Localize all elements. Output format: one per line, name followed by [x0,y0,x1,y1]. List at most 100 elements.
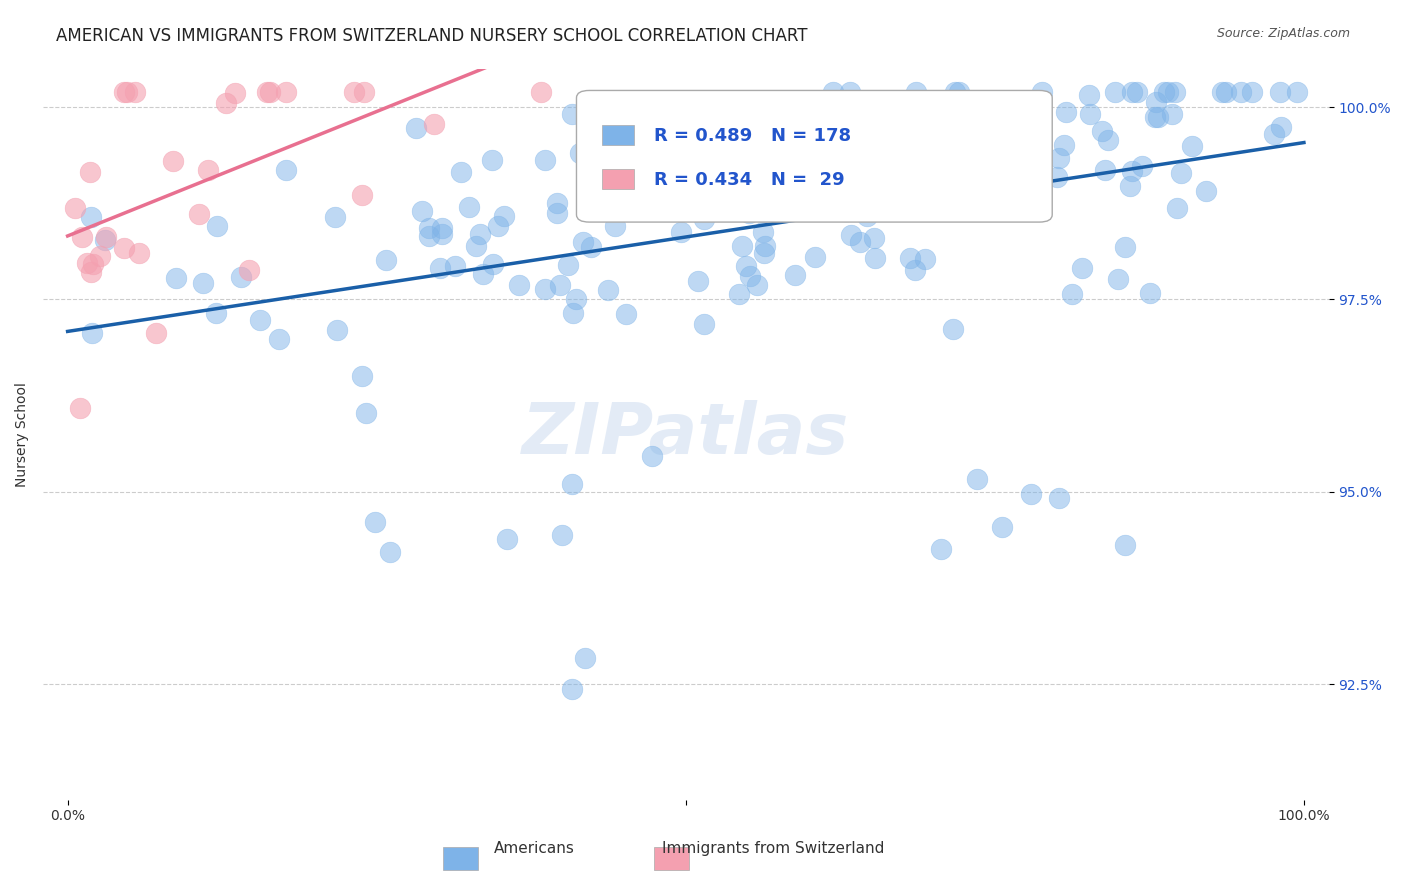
Point [1215,85,1237,99]
Point [82,257,104,271]
Point [229,270,252,285]
Point [352,368,374,383]
Point [865,251,887,265]
Point [215,96,238,111]
Point [695,188,717,202]
Y-axis label: Nursery School: Nursery School [15,382,30,486]
Point [1121,85,1143,99]
Point [579,240,602,254]
Point [905,85,928,99]
Point [1268,85,1291,99]
Point [914,252,936,267]
Point [863,231,886,245]
Point [1047,491,1070,505]
Point [418,228,440,243]
Point [1053,138,1076,153]
Point [794,148,817,162]
Point [557,258,579,272]
Point [93,234,115,248]
Point [574,651,596,665]
Point [486,219,509,233]
Point [889,141,911,155]
Point [508,277,530,292]
Point [1077,87,1099,102]
FancyBboxPatch shape [576,90,1052,222]
Point [1240,85,1263,99]
Point [1181,139,1204,153]
Point [839,227,862,242]
Bar [602,169,634,189]
Text: Immigrants from Switzerland: Immigrants from Switzerland [662,841,884,856]
Point [1062,286,1084,301]
Point [783,268,806,282]
Point [638,154,661,169]
Point [973,135,995,149]
Point [76,255,98,269]
Point [956,184,979,198]
Point [343,85,366,99]
Point [575,140,598,154]
Point [849,235,872,249]
Point [759,142,782,156]
Point [205,219,228,233]
Point [1147,111,1170,125]
Point [1107,272,1129,286]
Point [465,239,488,253]
Point [72,230,94,244]
Point [912,134,935,148]
Point [411,203,433,218]
Point [917,175,939,189]
Point [991,520,1014,534]
Point [1270,120,1292,135]
Point [457,200,479,214]
Point [738,206,761,220]
Point [267,332,290,346]
Point [806,128,828,143]
Point [162,154,184,169]
Point [429,260,451,275]
Point [896,121,918,136]
Point [910,146,932,161]
Point [821,85,844,99]
Point [224,87,246,101]
Point [884,110,907,124]
Bar [602,125,634,145]
Point [754,239,776,253]
Point [375,252,398,267]
Point [952,153,974,168]
Point [561,681,583,696]
Point [1166,201,1188,215]
Point [1121,164,1143,178]
Point [1119,178,1142,193]
Point [887,97,910,112]
Point [1144,95,1167,109]
Point [69,401,91,416]
Point [546,205,568,219]
Point [966,472,988,486]
Point [993,132,1015,146]
Point [124,85,146,99]
Point [693,211,716,226]
Point [450,165,472,179]
Point [1080,107,1102,121]
Text: R = 0.489   N = 178: R = 0.489 N = 178 [654,127,851,145]
Point [205,306,228,320]
Point [1126,85,1149,99]
Point [548,277,571,292]
Point [276,163,298,178]
Point [583,98,606,112]
Text: ZIPatlas: ZIPatlas [522,400,849,468]
Point [128,245,150,260]
Point [770,139,793,153]
Point [844,176,866,190]
Point [1094,163,1116,178]
Point [735,259,758,273]
Point [952,131,974,145]
Point [325,211,347,225]
Point [1153,85,1175,99]
Point [405,121,427,136]
Point [533,282,555,296]
Point [860,153,883,167]
Point [744,143,766,157]
Point [530,85,553,99]
